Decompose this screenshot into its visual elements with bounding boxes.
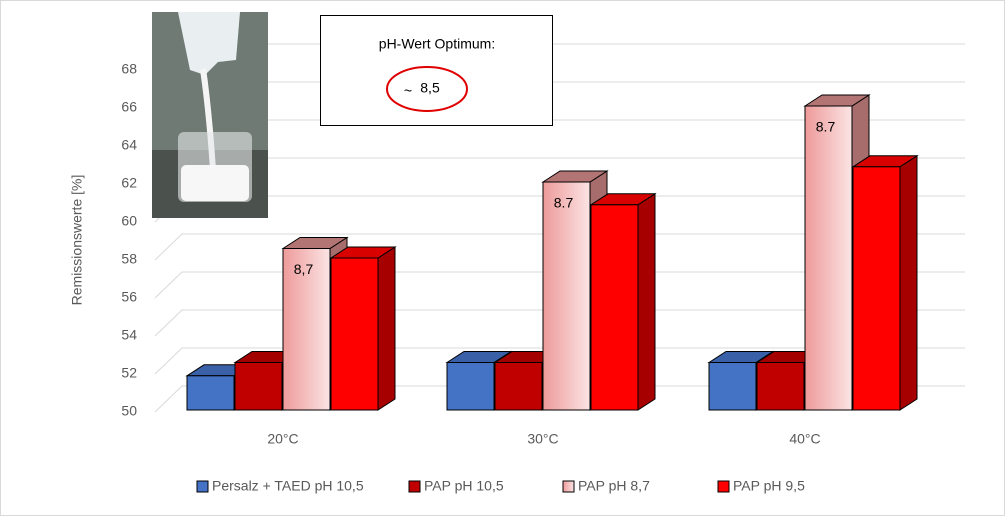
- bar-side: [900, 156, 917, 410]
- bar: [757, 363, 804, 411]
- bar-annotation: 8.7: [816, 119, 836, 135]
- bar-side: [378, 247, 395, 410]
- x-tick-label: 40°C: [789, 431, 820, 447]
- y-tick-label: 64: [121, 137, 137, 153]
- y-tick-label: 66: [121, 99, 137, 115]
- y-tick-label: 50: [121, 403, 137, 419]
- legend-swatch: [409, 481, 420, 492]
- bar: [805, 106, 852, 410]
- callout-title: pH-Wert Optimum:: [379, 36, 495, 52]
- y-tick-label: 54: [121, 327, 137, 343]
- legend-label: PAP pH 8,7: [578, 478, 650, 494]
- bar: [591, 205, 638, 410]
- y-tick-label: 58: [121, 251, 137, 267]
- bar: [853, 167, 900, 410]
- legend-label: PAP pH 9,5: [733, 478, 805, 494]
- x-tick-label: 20°C: [267, 431, 298, 447]
- bar: [709, 363, 756, 411]
- callout-box: [321, 16, 553, 126]
- y-tick-label: 68: [121, 61, 137, 77]
- y-tick-label: 60: [121, 213, 137, 229]
- y-tick-label: 56: [121, 289, 137, 305]
- legend-swatch: [718, 481, 729, 492]
- bar-annotation: 8,7: [294, 261, 314, 277]
- page: {"chart_data": {"type": "bar3d", "y_labe…: [0, 0, 1005, 516]
- photo: [152, 12, 268, 218]
- bar-annotation: 8.7: [554, 195, 574, 211]
- bar: [331, 258, 378, 410]
- bar: [187, 376, 234, 410]
- bar: [447, 363, 494, 411]
- bar: [495, 363, 542, 411]
- bar: [235, 363, 282, 411]
- x-tick-label: 30°C: [527, 431, 558, 447]
- callout-value: 8,5: [420, 80, 440, 96]
- bar-side: [638, 194, 655, 410]
- callout-approx: ~: [404, 83, 412, 99]
- photo-milk: [181, 165, 249, 201]
- legend-swatch: [197, 481, 208, 492]
- y-tick-label: 52: [121, 365, 137, 381]
- chart: Remissionswerte [%] 50 52 54 56 58 60 62 64 66 68…: [0, 0, 1005, 516]
- legend-label: Persalz + TAED pH 10,5: [212, 478, 364, 494]
- y-axis-title: Remissionswerte [%]: [69, 175, 85, 306]
- callout: pH-Wert Optimum: ~ 8,5: [321, 16, 553, 126]
- bar: [543, 182, 590, 410]
- legend-swatch: [563, 481, 574, 492]
- y-tick-label: 62: [121, 175, 137, 191]
- legend-label: PAP pH 10,5: [424, 478, 504, 494]
